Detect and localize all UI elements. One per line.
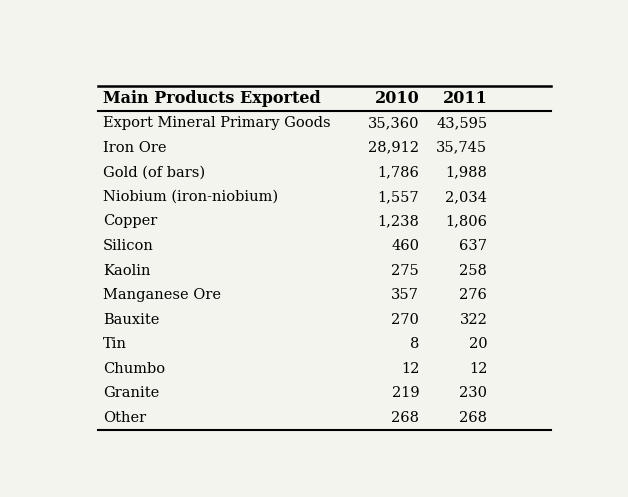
- Text: 28,912: 28,912: [368, 141, 420, 155]
- Text: Gold (of bars): Gold (of bars): [103, 166, 205, 179]
- Text: Kaolin: Kaolin: [103, 263, 150, 277]
- Text: Manganese Ore: Manganese Ore: [103, 288, 221, 302]
- Text: 1,238: 1,238: [377, 214, 420, 229]
- Text: 270: 270: [391, 313, 420, 327]
- Text: 460: 460: [391, 239, 420, 253]
- Text: 2011: 2011: [443, 90, 487, 107]
- Text: 1,557: 1,557: [377, 190, 420, 204]
- Text: 2010: 2010: [374, 90, 420, 107]
- Text: 322: 322: [460, 313, 487, 327]
- Text: Niobium (iron-niobium): Niobium (iron-niobium): [103, 190, 278, 204]
- Text: 258: 258: [460, 263, 487, 277]
- Text: Main Products Exported: Main Products Exported: [103, 90, 320, 107]
- Text: 2,034: 2,034: [445, 190, 487, 204]
- Text: 35,360: 35,360: [367, 116, 420, 130]
- Text: 637: 637: [459, 239, 487, 253]
- Text: 1,988: 1,988: [445, 166, 487, 179]
- Text: Other: Other: [103, 411, 146, 425]
- Text: 275: 275: [391, 263, 420, 277]
- Text: Silicon: Silicon: [103, 239, 154, 253]
- Text: 1,786: 1,786: [377, 166, 420, 179]
- Text: 20: 20: [468, 337, 487, 351]
- Text: 268: 268: [459, 411, 487, 425]
- Text: 268: 268: [391, 411, 420, 425]
- Text: Export Mineral Primary Goods: Export Mineral Primary Goods: [103, 116, 330, 130]
- Text: 230: 230: [459, 386, 487, 400]
- Text: Copper: Copper: [103, 214, 157, 229]
- Text: 276: 276: [460, 288, 487, 302]
- Text: 12: 12: [401, 362, 420, 376]
- Text: 357: 357: [391, 288, 420, 302]
- Text: 8: 8: [410, 337, 420, 351]
- Text: Chumbo: Chumbo: [103, 362, 165, 376]
- Text: 1,806: 1,806: [445, 214, 487, 229]
- Text: Iron Ore: Iron Ore: [103, 141, 166, 155]
- Text: 35,745: 35,745: [436, 141, 487, 155]
- Text: Tin: Tin: [103, 337, 127, 351]
- Text: Bauxite: Bauxite: [103, 313, 160, 327]
- Text: 12: 12: [469, 362, 487, 376]
- Text: 43,595: 43,595: [436, 116, 487, 130]
- Text: 219: 219: [392, 386, 420, 400]
- Text: Granite: Granite: [103, 386, 159, 400]
